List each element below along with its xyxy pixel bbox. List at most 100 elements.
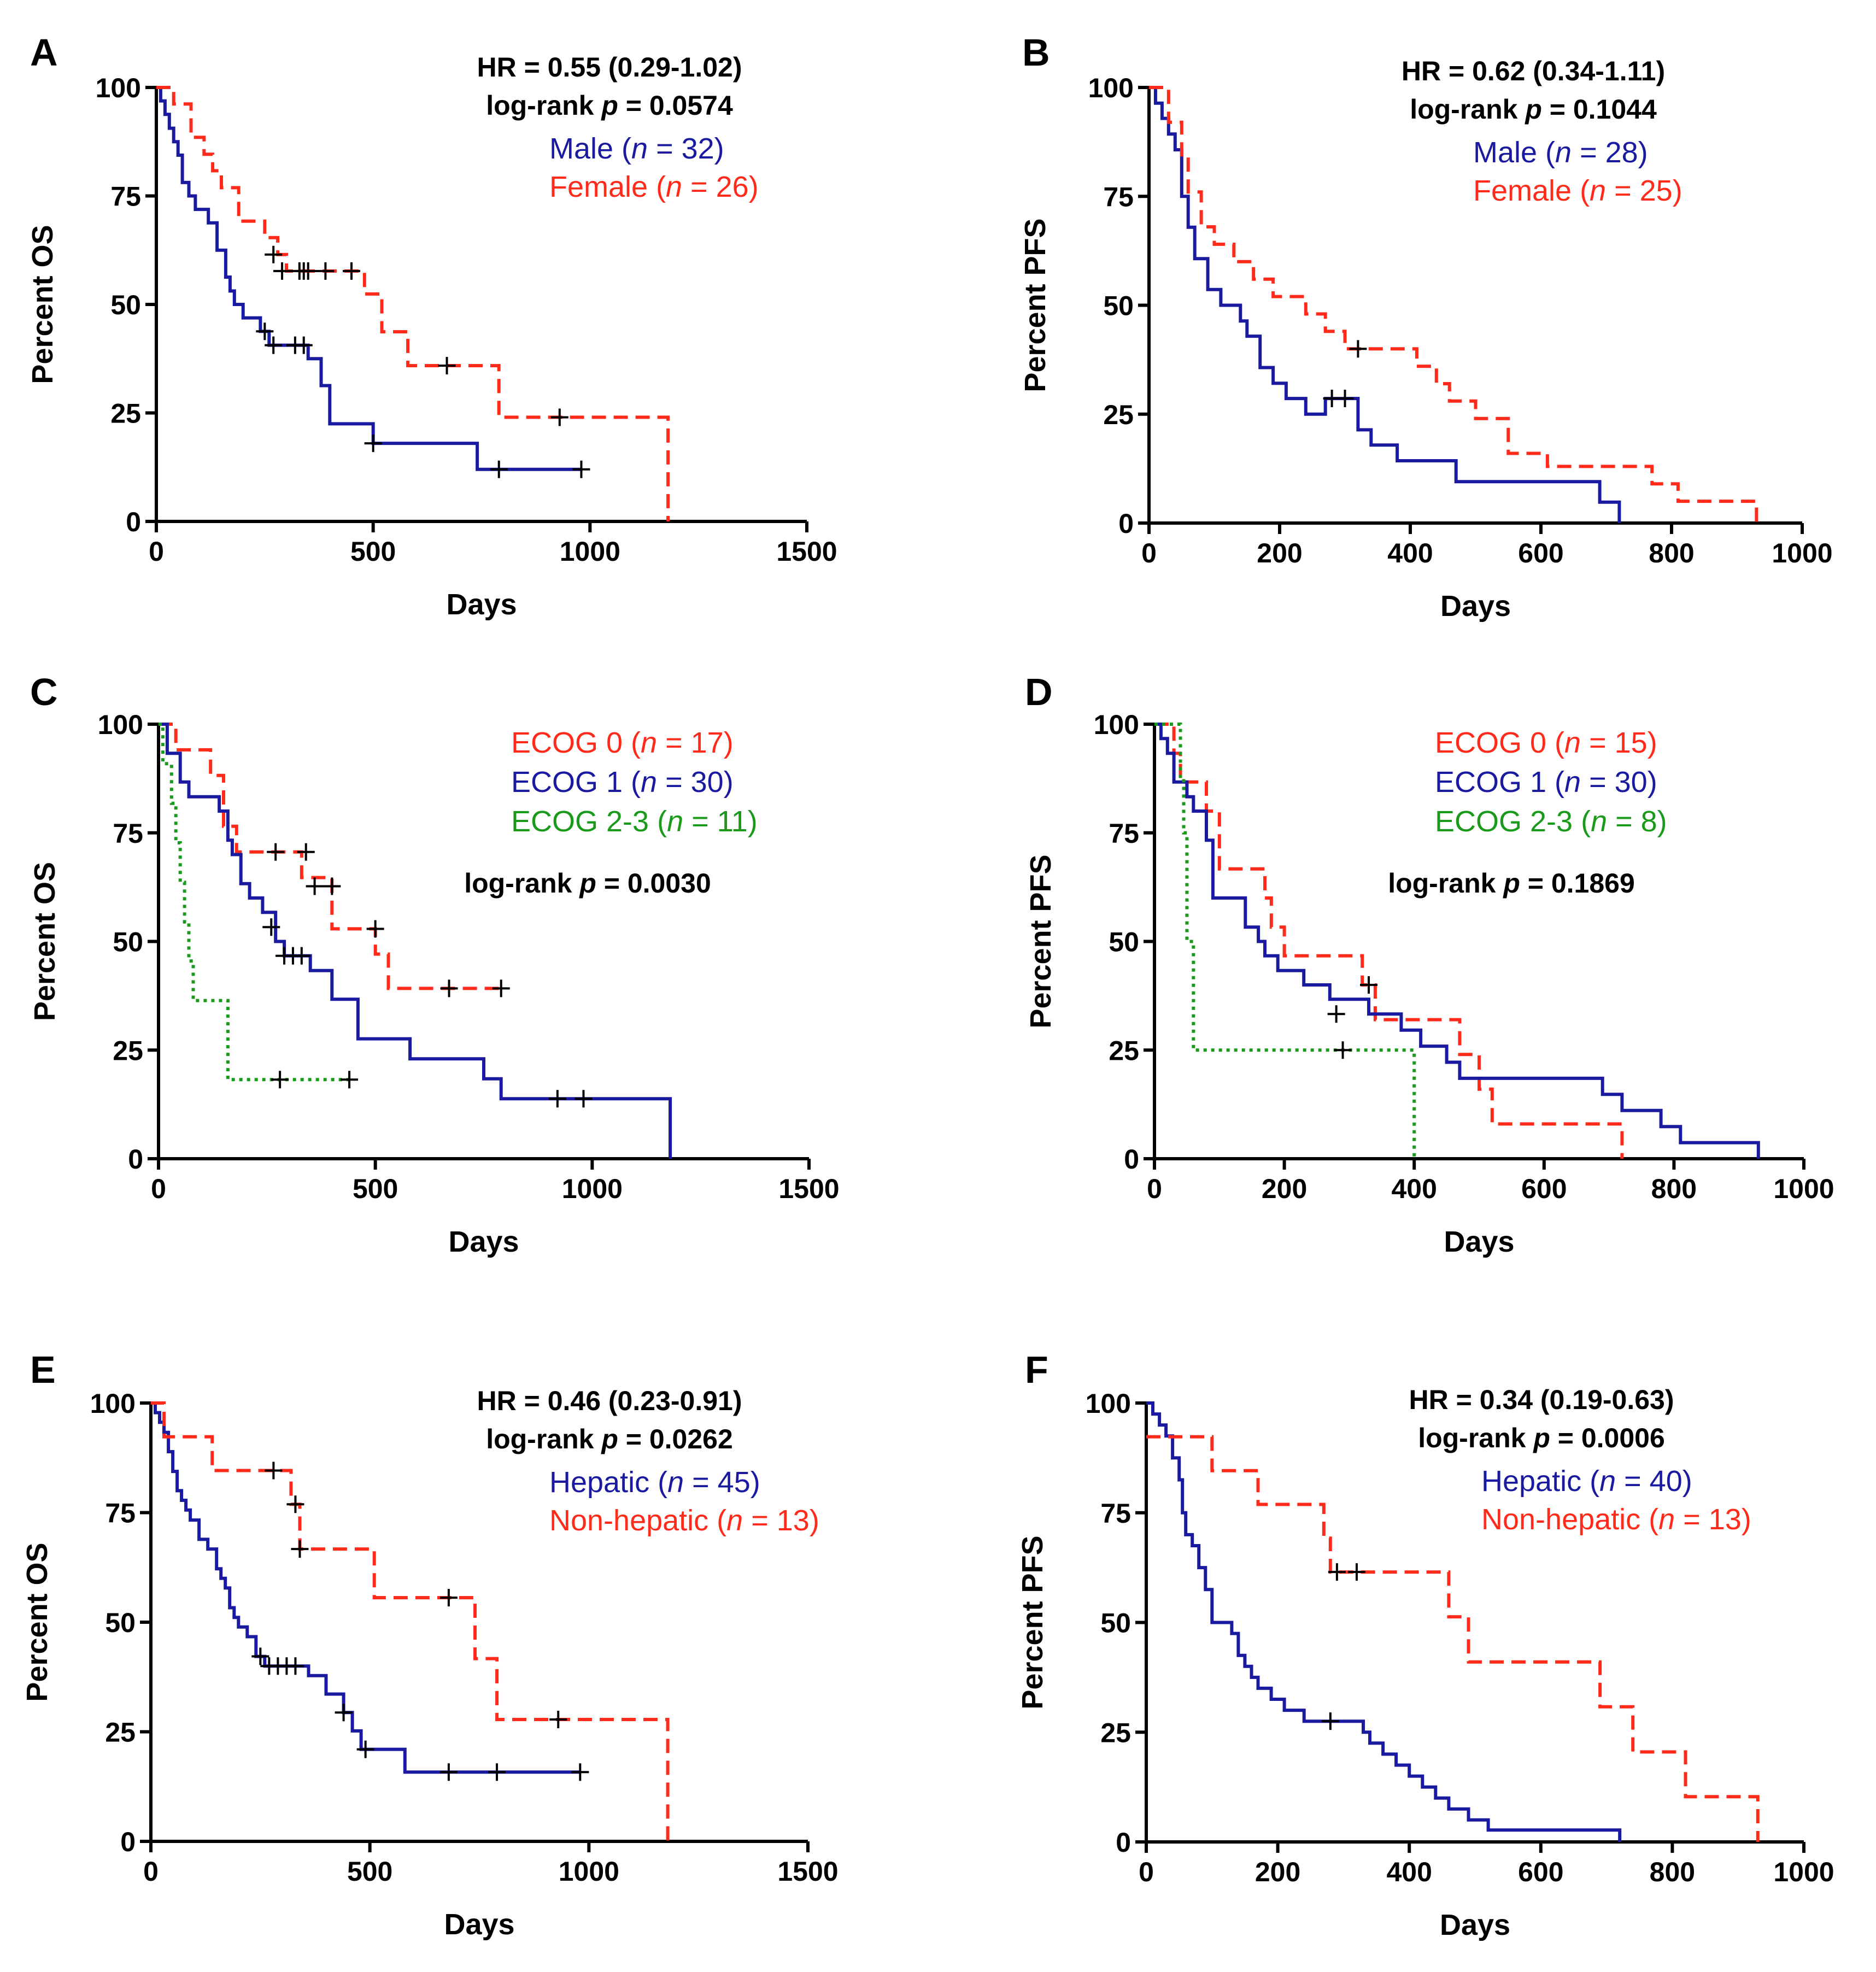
censor-mark bbox=[286, 1495, 304, 1513]
censor-mark bbox=[265, 245, 283, 263]
x-tick-label: 600 bbox=[1518, 1857, 1563, 1887]
legend-label: ECOG 0 (n = 15) bbox=[1435, 726, 1657, 759]
y-tick-label: 25 bbox=[113, 1035, 143, 1066]
x-tick-label: 1000 bbox=[559, 1856, 619, 1887]
censor-mark bbox=[1336, 390, 1354, 408]
y-tick-label: 75 bbox=[113, 818, 143, 849]
y-tick-label: 100 bbox=[1086, 1388, 1131, 1419]
legend-label: Male (n = 32) bbox=[549, 132, 724, 165]
legend-label: Non-hepatic (n = 13) bbox=[549, 1504, 819, 1537]
legend-label: ECOG 0 (n = 17) bbox=[511, 726, 734, 759]
legend-label: Non-hepatic (n = 13) bbox=[1481, 1503, 1751, 1536]
y-tick-label: 50 bbox=[1100, 1608, 1131, 1639]
km-curve-male bbox=[156, 86, 582, 471]
panel-letter: D bbox=[1025, 671, 1053, 713]
y-tick-label: 50 bbox=[105, 1607, 136, 1638]
y-tick-label: 0 bbox=[1118, 508, 1134, 539]
legend-label: Female (n = 26) bbox=[549, 171, 759, 203]
legend-label: Hepatic (n = 45) bbox=[549, 1466, 760, 1499]
censor-mark bbox=[490, 460, 508, 478]
legend-label: ECOG 2-3 (n = 11) bbox=[511, 805, 758, 838]
y-tick-label: 100 bbox=[90, 1388, 136, 1419]
panel-letter: E bbox=[30, 1348, 56, 1391]
censor-mark bbox=[492, 979, 510, 997]
censor-mark bbox=[323, 877, 341, 895]
legend-label: ECOG 1 (n = 30) bbox=[1435, 766, 1657, 799]
panel-letter: B bbox=[1022, 31, 1050, 74]
censor-mark bbox=[488, 1763, 506, 1781]
y-tick-label: 75 bbox=[1109, 818, 1139, 849]
log-rank-p: log-rank p = 0.0006 bbox=[1418, 1423, 1665, 1453]
legend-label: Male (n = 28) bbox=[1473, 136, 1648, 169]
km-curve-ecog-0 bbox=[159, 723, 501, 990]
y-tick-label: 0 bbox=[1124, 1144, 1139, 1175]
y-tick-label: 0 bbox=[126, 507, 141, 537]
censor-mark bbox=[1328, 1563, 1346, 1581]
x-axis-label: Days bbox=[446, 588, 517, 621]
censor-mark bbox=[251, 1647, 269, 1665]
y-tick-label: 75 bbox=[1103, 181, 1134, 212]
x-tick-label: 1500 bbox=[776, 536, 837, 567]
legend-label: ECOG 1 (n = 30) bbox=[511, 766, 734, 799]
x-tick-label: 400 bbox=[1387, 538, 1433, 568]
y-axis-label: Percent PFS bbox=[1016, 1535, 1049, 1709]
x-tick-label: 0 bbox=[143, 1856, 159, 1887]
x-axis-label: Days bbox=[1440, 590, 1511, 623]
censor-mark bbox=[265, 1462, 283, 1480]
censor-mark bbox=[335, 1704, 353, 1722]
censor-mark bbox=[286, 1657, 304, 1675]
x-tick-label: 1000 bbox=[1772, 538, 1832, 568]
censor-mark bbox=[439, 1763, 458, 1781]
y-tick-label: 50 bbox=[1103, 291, 1134, 321]
censor-mark bbox=[256, 322, 274, 341]
y-tick-label: 75 bbox=[110, 181, 141, 212]
km-curve-non-hepatic bbox=[1146, 1435, 1760, 1842]
hazard-ratio: HR = 0.62 (0.34-1.11) bbox=[1402, 56, 1665, 86]
log-rank-p: log-rank p = 0.1869 bbox=[1388, 868, 1635, 899]
censor-mark bbox=[343, 262, 360, 280]
panel-letter: A bbox=[30, 31, 58, 74]
log-rank-p: log-rank p = 0.0030 bbox=[464, 868, 711, 899]
km-curve-hepatic bbox=[1146, 1401, 1622, 1842]
y-tick-label: 0 bbox=[1116, 1827, 1131, 1858]
x-tick-label: 800 bbox=[1650, 1857, 1695, 1887]
x-tick-label: 400 bbox=[1386, 1857, 1432, 1887]
km-curve-ecog-2-3 bbox=[1154, 723, 1416, 1159]
y-axis-label: Percent OS bbox=[28, 862, 61, 1021]
x-tick-label: 400 bbox=[1391, 1173, 1437, 1204]
x-axis-label: Days bbox=[1444, 1225, 1514, 1258]
x-tick-label: 600 bbox=[1521, 1173, 1567, 1204]
km-curve-male bbox=[1149, 86, 1621, 523]
censor-mark bbox=[364, 435, 382, 453]
legend-label: ECOG 2-3 (n = 8) bbox=[1435, 805, 1667, 838]
x-axis-label: Days bbox=[448, 1225, 519, 1258]
censor-mark bbox=[1334, 1041, 1352, 1059]
x-tick-label: 500 bbox=[350, 536, 396, 567]
y-tick-label: 50 bbox=[113, 927, 143, 958]
y-tick-label: 100 bbox=[1094, 709, 1139, 740]
censor-mark bbox=[356, 1740, 374, 1758]
censor-mark bbox=[439, 1589, 458, 1607]
x-tick-label: 500 bbox=[353, 1173, 398, 1204]
y-tick-label: 100 bbox=[96, 73, 141, 103]
y-tick-label: 100 bbox=[98, 709, 143, 740]
legend-label: Hepatic (n = 40) bbox=[1481, 1465, 1692, 1498]
hazard-ratio: HR = 0.34 (0.19-0.63) bbox=[1409, 1384, 1674, 1415]
censor-mark bbox=[262, 918, 280, 936]
x-tick-label: 0 bbox=[1147, 1173, 1162, 1204]
censor-mark bbox=[366, 920, 384, 938]
km-curve-female bbox=[1149, 86, 1758, 523]
y-tick-label: 25 bbox=[1103, 400, 1134, 430]
censor-mark bbox=[271, 1071, 289, 1089]
y-axis-label: Percent OS bbox=[21, 1542, 54, 1701]
km-curve-non-hepatic bbox=[151, 1401, 670, 1841]
x-tick-label: 800 bbox=[1649, 538, 1694, 568]
censor-mark bbox=[273, 262, 291, 280]
censor-mark bbox=[1349, 340, 1367, 358]
y-tick-label: 0 bbox=[120, 1827, 136, 1857]
x-tick-label: 600 bbox=[1518, 538, 1563, 568]
censor-mark bbox=[295, 336, 313, 354]
